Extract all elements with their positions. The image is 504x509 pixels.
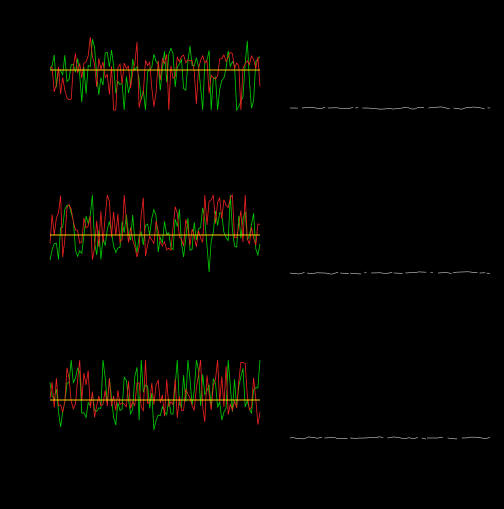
divider-line-top xyxy=(290,107,490,109)
divider-line-bottom xyxy=(290,437,490,439)
panel-bottom xyxy=(50,360,260,430)
divider-line-middle xyxy=(290,272,490,274)
panel-middle xyxy=(50,195,260,272)
panel-top xyxy=(50,37,260,110)
chart-svg xyxy=(0,0,504,504)
series-b-line xyxy=(50,360,260,425)
figure xyxy=(0,0,504,504)
